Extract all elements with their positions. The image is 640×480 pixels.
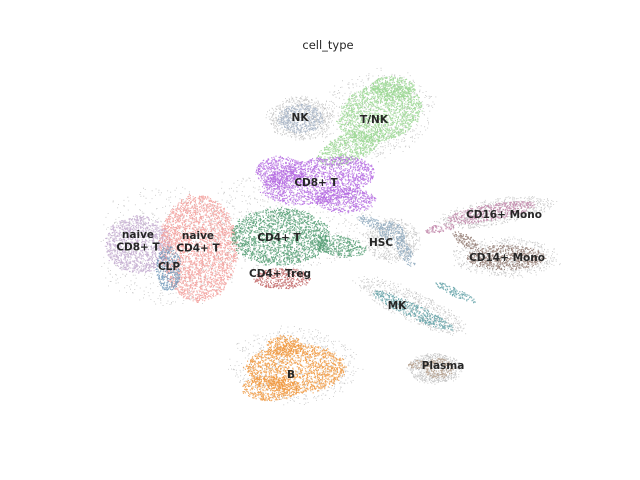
cluster-naive-cd8-t (104, 215, 172, 274)
label-cd8-t: CD8+ T (294, 177, 338, 189)
label-naive-cd8-t: naive CD8+ T (116, 229, 160, 254)
label-cd16-mono: CD16+ Mono (466, 209, 542, 221)
label-cd14-mono: CD14+ Mono (469, 252, 545, 264)
cluster-plasma (408, 357, 454, 379)
label-t-nk: T/NK (360, 114, 389, 126)
cluster-b (242, 334, 347, 402)
cluster-labels: NK T/NK CD8+ T naive CD8+ T naive CD4+ T CLP CD4… (116, 112, 545, 381)
cluster-cd8-t (255, 154, 377, 214)
cluster-points (100, 67, 561, 406)
label-cd4-t: CD4+ T (257, 232, 301, 244)
cluster-naive-cd4-t (158, 194, 240, 303)
cluster-cd4-t (230, 206, 367, 266)
label-nk: NK (292, 112, 310, 124)
cluster-cd14-mono (452, 231, 546, 271)
label-naive-cd4-t: naive CD4+ T (176, 230, 220, 255)
label-plasma: Plasma (422, 360, 465, 372)
cluster-clp (155, 245, 181, 291)
chart-title: cell_type (302, 38, 353, 52)
cluster-mk (372, 282, 476, 331)
cluster-cd4-treg (253, 268, 311, 290)
label-cd4-treg: CD4+ Treg (249, 268, 311, 280)
label-hsc: HSC (369, 237, 393, 249)
cluster-nk (276, 103, 324, 134)
cluster-cd16-mono (425, 201, 535, 234)
label-mk: MK (388, 300, 407, 312)
cluster-t-nk (316, 75, 423, 168)
label-b: B (287, 369, 295, 381)
label-clp: CLP (158, 261, 180, 273)
background-points (100, 67, 561, 406)
cluster-hsc (356, 215, 416, 267)
